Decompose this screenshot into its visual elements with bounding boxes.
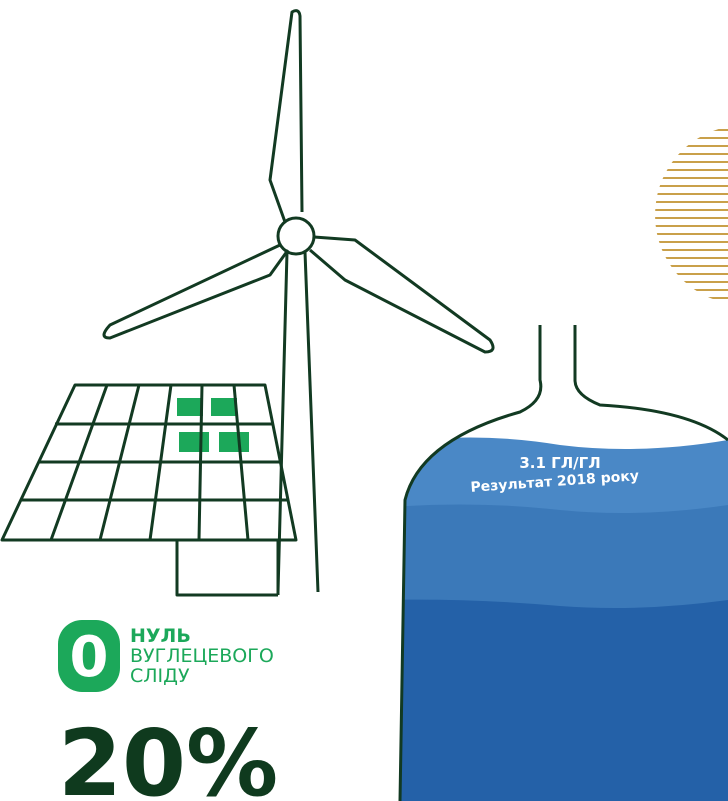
solar-panel	[2, 385, 296, 595]
tank-value: 3.1 ГЛ/ГЛ	[519, 454, 600, 472]
badge-line2: ВУГЛЕЦЕВОГО	[130, 645, 274, 667]
infographic: 3.1 ГЛ/ГЛ Результат 2018 року 0 НУЛЬ ВУГ…	[0, 0, 728, 801]
badge: 0 НУЛЬ ВУГЛЕЦЕВОГО СЛІДУ	[58, 620, 274, 692]
badge-line1: НУЛЬ	[130, 625, 191, 647]
stat: 20%	[58, 710, 278, 801]
sun	[640, 130, 728, 298]
badge-line3: СЛІДУ	[130, 665, 190, 687]
badge-icon: 0	[70, 625, 109, 690]
water-tank: 3.1 ГЛ/ГЛ Результат 2018 року	[380, 325, 728, 801]
